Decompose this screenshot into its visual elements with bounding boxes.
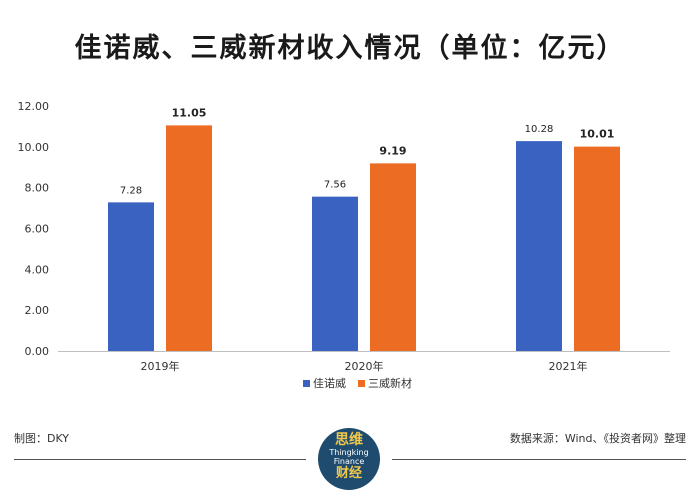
bar-jianuowei <box>312 196 358 351</box>
data-label: 11.05 <box>172 106 207 119</box>
x-tick-label: 2021年 <box>549 359 588 373</box>
footer-divider-left <box>14 459 306 460</box>
brand-logo: 思维 Thingking Finance 财经 <box>318 428 380 490</box>
bar-jianuowei <box>108 202 154 351</box>
legend-label: 三威新材 <box>368 376 412 390</box>
chart-title: 佳诺威、三威新材收入情况（单位：亿元） <box>74 33 626 64</box>
legend-swatch <box>358 380 365 387</box>
data-label: 9.19 <box>379 144 406 157</box>
x-tick-label: 2020年 <box>345 359 384 373</box>
x-tick-label: 2019年 <box>141 359 180 373</box>
data-label: 10.28 <box>525 124 554 135</box>
logo-line-4: 财经 <box>335 466 362 481</box>
y-tick-label: 2.00 <box>25 304 50 317</box>
legend-label: 佳诺威 <box>313 376 346 390</box>
y-tick-label: 6.00 <box>25 223 50 236</box>
data-label: 7.28 <box>120 185 142 196</box>
y-tick-label: 0.00 <box>25 345 50 358</box>
y-tick-label: 12.00 <box>18 100 50 113</box>
y-tick-label: 10.00 <box>18 141 50 154</box>
legend-swatch <box>303 380 310 387</box>
bar-sanwei <box>370 163 416 351</box>
footer-credit: 制图：DKY <box>14 432 70 445</box>
footer-divider-right <box>392 459 686 460</box>
data-label: 10.01 <box>580 128 615 141</box>
bar-sanwei <box>166 125 212 351</box>
y-tick-label: 8.00 <box>25 182 50 195</box>
bar-chart: 0.00 2.00 4.00 6.00 8.00 10.00 12.00 7.28 11.05 2… <box>18 100 670 390</box>
bar-sanwei <box>574 146 620 351</box>
logo-line-2: Thingking <box>329 448 369 457</box>
logo-line-3: Finance <box>333 457 365 466</box>
logo-line-1: 思维 <box>335 432 363 448</box>
data-label: 7.56 <box>324 180 346 191</box>
y-tick-label: 4.00 <box>25 263 50 276</box>
footer-source: 数据来源：Wind、《投资者网》整理 <box>509 432 686 445</box>
bar-jianuowei <box>516 141 562 351</box>
